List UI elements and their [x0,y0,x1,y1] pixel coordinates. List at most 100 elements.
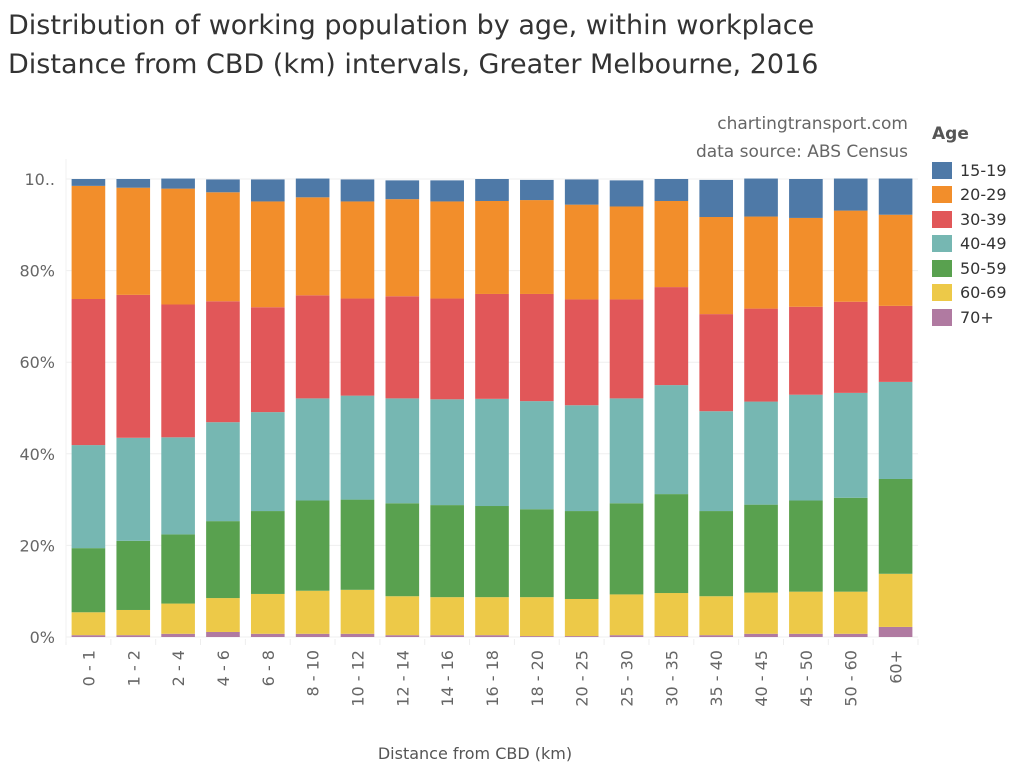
bar-segment [116,635,151,637]
x-tick-label: 20 - 25 [573,650,592,707]
bar-segment [475,398,509,507]
bar-segment [520,179,554,201]
bar-segment [430,180,464,202]
bar-segment [564,636,599,637]
legend: Age 15-19 20-29 30-39 40-49 50-59 60-69 70+ [932,124,1007,330]
bar-segment [564,598,599,637]
bar-segment [340,201,375,299]
bar-segment [295,197,330,296]
bar-segment [564,204,599,300]
bar-segment [878,214,913,306]
bar-segment [161,633,195,637]
bar-segment [789,394,823,501]
bar-segment [430,399,464,506]
bar-segment [206,631,240,637]
x-tick-label: 4 - 6 [214,650,233,686]
bar-segment [250,179,285,202]
legend-swatch [932,161,952,179]
bar-segment [878,178,913,215]
bar-segment [699,635,734,637]
x-tick-label: 30 - 35 [662,650,681,707]
bar-segment [520,509,554,598]
bar-segment [206,598,240,632]
bar-segment [385,398,420,504]
bar-segment [71,612,106,636]
x-axis-title: Distance from CBD (km) [377,744,573,763]
bar-segment [295,590,330,634]
bar-segment [564,179,599,205]
legend-item[interactable]: 50-59 [932,256,1007,281]
bar-segment [475,635,509,637]
credit-source: data source: ABS Census [695,142,908,162]
bar-segment [250,201,285,308]
bar-segment [564,299,599,406]
bar-segment [71,635,106,637]
legend-swatch [932,186,952,204]
bar-segment [789,500,823,592]
bar-segment [744,592,778,634]
bar-segment [878,478,913,574]
bar-segment [744,178,778,217]
bar-segment [116,437,151,541]
x-tick-label: 45 - 50 [797,650,816,707]
bar-segment [699,179,734,218]
x-tick-label: 16 - 18 [483,650,502,707]
bar-segment [430,597,464,636]
bar-segment [71,179,106,186]
legend-item[interactable]: 20-29 [932,183,1007,208]
legend-label: 20-29 [960,185,1007,205]
bar-segment [161,188,195,305]
x-tick-label: 40 - 45 [752,650,771,707]
bar-segment [71,298,106,446]
legend-label: 50-59 [960,258,1007,278]
bar-segment [789,217,823,307]
bar-segment [340,589,375,634]
legend-swatch [932,259,952,277]
bar-segment [654,494,689,594]
x-tick-label: 50 - 60 [842,650,861,707]
legend-label: 40-49 [960,234,1007,254]
legend-item[interactable]: 40-49 [932,232,1007,257]
bar-segment [609,594,644,636]
bar-segment [789,591,823,634]
x-tick-label: 2 - 4 [169,650,188,686]
bar-segment [385,596,420,636]
bar-segment [475,179,509,201]
bar-segment [609,635,644,637]
y-tick-label: 40% [19,445,55,464]
legend-swatch [932,235,952,253]
bar-segment [295,398,330,501]
bar-segment [654,636,689,637]
bar-segment [250,593,285,634]
legend-label: 70+ [960,307,994,327]
bar-segment [654,593,689,637]
y-tick-label: 80% [19,262,55,281]
legend-item[interactable]: 30-39 [932,207,1007,232]
x-tick-label: 6 - 8 [259,650,278,686]
bar-segment [744,308,778,402]
bar-segment [295,295,330,399]
bar-segment [833,497,868,592]
bar-segment [654,200,689,288]
bar-segment [744,633,778,637]
bar-segment [744,504,778,593]
bar-segment [161,534,195,604]
bar-segment [295,633,330,637]
legend-item[interactable]: 60-69 [932,281,1007,306]
legend-swatch [932,210,952,228]
x-tick-label: 8 - 10 [304,650,323,696]
legend-item[interactable]: 70+ [932,305,1007,330]
x-tick-label: 10 - 12 [348,650,367,707]
bar-segment [833,392,868,498]
x-tick-label: 18 - 20 [528,650,547,707]
bar-segment [520,636,554,637]
x-tick-label: 1 - 2 [124,650,143,686]
bar-segment [475,506,509,598]
legend-item[interactable]: 15-19 [932,158,1007,183]
bar-segment [430,201,464,299]
y-tick-label: 20% [19,536,55,555]
bar-segment [475,597,509,636]
bar-segment [116,187,151,295]
bar-segment [250,633,285,637]
